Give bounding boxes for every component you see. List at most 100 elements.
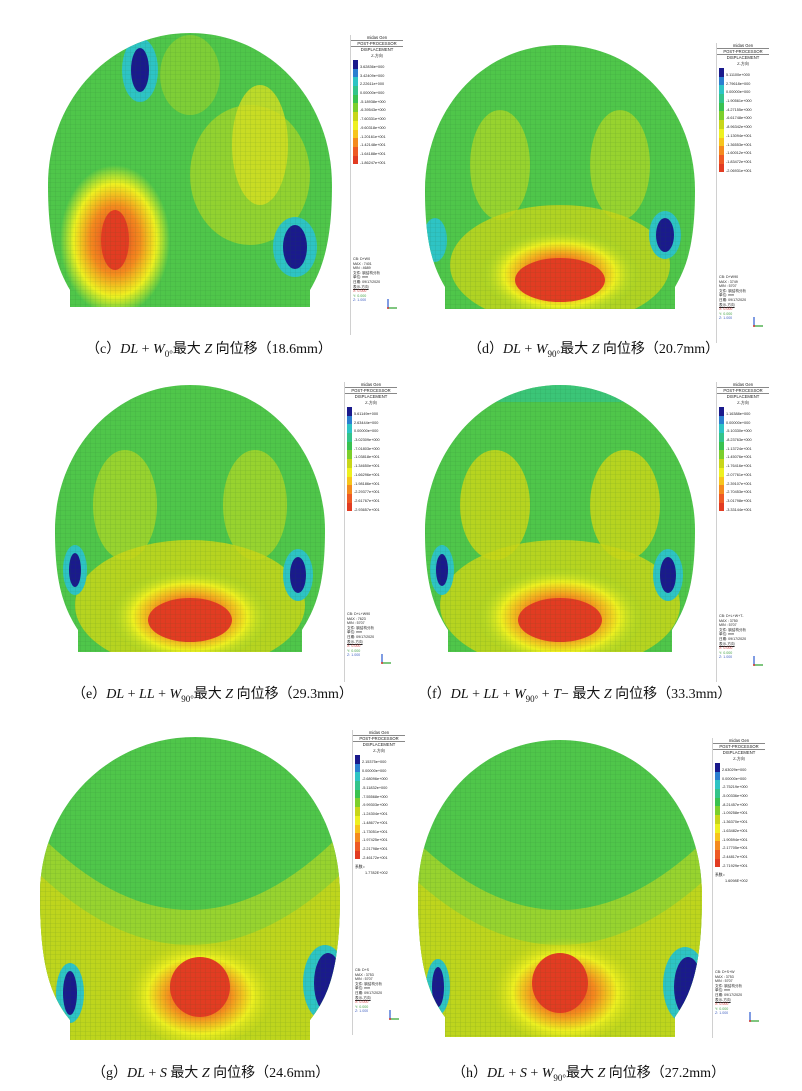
displacement-contour-d [425,45,695,309]
legend-scale: 1.16388e+000 0.00000e+000 -5.10330e+000 … [717,407,769,512]
max-node: MAX : 3749 [719,279,738,284]
legend-row: -1.48677e+001 [353,815,405,825]
legend-row: -1.34650e+001 [345,459,397,468]
legend-value: -7.55568e+000 [362,794,388,799]
legend-scale: 5.61149e+000 2.63444e+000 0.00000e+000 -… [345,407,397,512]
unit-label: 单位: mm [347,630,363,635]
legend-row: -2.44817e+001 [713,849,765,859]
axis-triad-icon [389,1010,399,1020]
legend-swatch [715,797,720,807]
legend-swatch [719,424,724,434]
legend-result: DISPLACEMENT [722,750,756,755]
legend-value: 0.00000e+000 [354,429,379,434]
unit-label: 单位: mm [715,988,731,993]
legend-result: DISPLACEMENT [726,55,760,60]
legend-value: -1.63482e+001 [722,828,748,833]
legend-processor: POST-PROCESSOR [717,387,769,394]
legend-f: midas Gen POST-PROCESSOR DISPLACEMENT Z-… [716,382,769,682]
legend-row: -1.42148e+001 [351,138,403,147]
legend-swatch [355,798,360,808]
legend-row: -1.03818e+001 [345,450,397,459]
legend-value: -2.70453e+001 [726,490,752,495]
date-label: 日期: 09/17/2020 [355,990,383,995]
legend-value: 0.00000e+000 [722,776,747,781]
legend-value: -6.39543e+000 [360,108,386,113]
legend-value: -5.11832e+000 [362,786,388,791]
displacement-contour-f [425,385,695,652]
load-combination: CB: D+S [355,968,370,972]
caption-g: （g）DL + S 最大 Z 向位移（24.6mm） [92,1066,330,1081]
legend-swatch [353,68,358,78]
legend-row: 2.63444e+000 [345,415,397,425]
legend-value: 2.22611e+000 [360,82,385,87]
legend-row: -3.02309e+000 [345,433,397,442]
legend-row: -1.13094e+001 [717,128,769,138]
unit-label: 单位: mm [719,293,735,298]
view-x: X: 0.000 [347,644,361,649]
min-node: MIN : 4689 [353,266,371,271]
legend-row: -9.99303e+000 [353,798,405,807]
legend-value: -2.21798e+001 [362,846,388,851]
file-name: 文件: 钢结构分析 [355,981,383,986]
legend-row: -1.45076e+001 [717,450,769,459]
legend-swatch [355,850,360,860]
legend-value: 2.15375e+000 [362,760,387,764]
legend-row: -8.21457e+000 [713,797,765,807]
panel-h: midas Gen POST-PROCESSOR DISPLACEMENT Z-… [410,725,780,1050]
legend-row: -2.46172e+001 [353,850,405,860]
legend-swatch [715,763,720,772]
panel-c: midas Gen POST-PROCESSOR DISPLACEMENT Z-… [40,25,410,355]
min-node: MIN : 5707 [347,621,365,626]
legend-row: -4.27155e+000 [717,102,769,112]
legend-scale: 2.15375e+000 0.00000e+000 -2.68096e+000 … [353,755,405,860]
legend-row: -1.09258e+001 [713,806,765,815]
legend-value: -1.03818e+001 [354,455,380,460]
panel-g: midas Gen POST-PROCESSOR DISPLACEMENT Z-… [40,725,410,1050]
load-combination: CB: D+W90 [719,275,739,279]
legend-swatch [353,129,358,139]
view-y: Y: 0.000 [715,1006,729,1011]
legend-info: CB: D+W90 MAX : 3749 MIN : 5707 文件: 钢结构分… [719,275,746,321]
legend-swatch [347,433,352,442]
legend-swatch [719,146,724,155]
legend-info: CB: D+S+W MAX : 3753 MIN : 5707 文件: 钢结构分… [715,970,742,1016]
legend-row: 1.16388e+000 [717,407,769,416]
legend-component: Z-方向 [371,53,383,58]
legend-row: -1.97425e+001 [353,833,405,842]
legend-value: -1.73051e+001 [362,829,388,834]
min-node: MIN : 5707 [715,979,733,984]
legend-row: -1.13724e+001 [717,441,769,451]
view-x: X: 0.000 [719,646,733,651]
legend-swatch [347,424,352,434]
legend-component: Z-方向 [733,756,745,761]
legend-swatch [353,94,358,104]
legend-row: -1.36553e+001 [717,137,769,147]
legend-value: -2.06931e+001 [726,168,752,173]
legend-processor: POST-PROCESSOR [351,40,403,47]
legend-value: -1.97425e+001 [362,838,388,843]
view-z: Z: 1.000 [719,316,733,321]
view-direction: 表示-方向 [347,639,363,644]
caption-d: （d）DL + W90°最大 Z 向位移（20.7mm） [468,342,720,359]
view-z: Z: 1.000 [355,1009,369,1014]
legend-swatch [347,459,352,468]
legend-swatch [347,441,352,451]
legend-value: -9.60318e+000 [360,125,386,130]
legend-row: -1.73051e+001 [353,824,405,834]
legend-row: -2.68096e+000 [353,772,405,781]
max-node: MAX : 7401 [353,261,372,266]
view-x: X: 0.000 [715,1002,729,1007]
view-x: X: 0.000 [719,307,733,312]
displacement-contour-h [418,740,702,1037]
view-z: Z: 1.000 [715,1011,729,1016]
load-combination: CB: D+W0 [353,257,371,261]
legend-c: midas Gen POST-PROCESSOR DISPLACEMENT Z-… [350,35,403,335]
legend-value: -1.86247e+001 [360,160,386,165]
legend-value: -1.66296e+001 [354,472,380,477]
displacement-contour-c [48,33,332,307]
legend-swatch [715,806,720,816]
caption-e: （e）DL + LL + W90°最大 Z 向位移（29.3mm） [72,687,353,704]
legend-value: -2.29377e+001 [354,490,380,495]
legend-row: -5.18938e+000 [351,94,403,104]
legend-row: -5.11832e+000 [353,781,405,790]
